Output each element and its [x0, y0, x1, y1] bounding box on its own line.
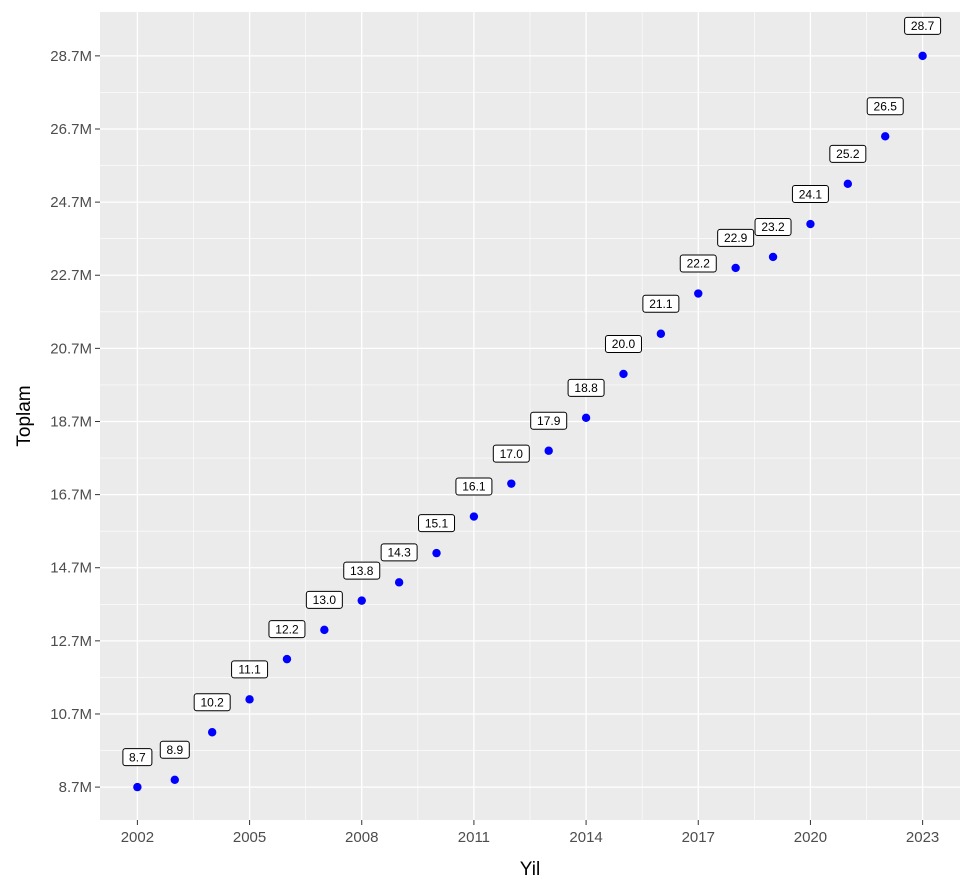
- x-axis: 2002 2005 2008 2011 2014 2017 2020 2023: [121, 820, 939, 846]
- data-point: [394, 578, 404, 587]
- x-tick-label: 2023: [906, 829, 939, 846]
- data-point: [357, 596, 366, 605]
- y-axis-title: Toplam: [14, 385, 35, 446]
- data-label-box: [642, 294, 680, 313]
- data-label-box: [268, 620, 306, 639]
- data-point: [843, 179, 853, 189]
- data-point: [619, 369, 628, 379]
- data-point: [731, 263, 740, 273]
- data-label: 21.1: [649, 297, 673, 311]
- data-point: [806, 219, 815, 229]
- data-point: [544, 446, 553, 455]
- data-point: [581, 413, 591, 423]
- data-label: 18.8: [574, 381, 598, 395]
- data-label: 13.0: [313, 593, 337, 607]
- y-tick-label: 20.7M: [50, 340, 92, 357]
- x-tick-label: 2011: [458, 829, 490, 846]
- data-label-box: [231, 660, 269, 679]
- y-tick-label: 22.7M: [50, 267, 92, 284]
- data-point: [207, 728, 217, 737]
- data-label: 17.0: [500, 447, 524, 461]
- data-label-box: [380, 543, 418, 562]
- data-label-box: [567, 378, 605, 397]
- data-label-box: [305, 590, 343, 609]
- data-point: [469, 512, 479, 521]
- data-label-box: [791, 185, 829, 204]
- minor-gridlines: [100, 12, 960, 820]
- data-label: 25.2: [836, 147, 860, 161]
- y-tick-label: 12.7M: [50, 633, 92, 650]
- data-point: [133, 782, 142, 792]
- data-label: 28.7: [911, 19, 935, 33]
- data-label: 24.1: [799, 187, 823, 201]
- data-label: 13.8: [350, 564, 374, 578]
- data-label: 23.2: [761, 220, 785, 234]
- data-point: [694, 289, 703, 298]
- data-point: [245, 695, 254, 704]
- data-label-box: [159, 740, 190, 759]
- data-label-box: [122, 748, 153, 767]
- data-point: [282, 654, 292, 664]
- data-label-box: [530, 411, 568, 430]
- x-tick-label: 2020: [794, 829, 827, 846]
- y-tick-label: 10.7M: [50, 706, 92, 723]
- data-label-box: [904, 16, 942, 35]
- y-axis: 8.7M 10.7M 12.7M 14.7M 16.7M 18.7M 20.7M 22.7M 2…: [50, 48, 100, 796]
- data-label-box: [604, 334, 642, 353]
- y-tick-label: 24.7M: [50, 194, 92, 211]
- data-label-box: [343, 561, 381, 580]
- data-label: 22.2: [687, 257, 711, 271]
- data-point: [432, 548, 441, 558]
- data-label-box: [418, 514, 456, 533]
- y-tick-label: 28.7M: [50, 48, 92, 65]
- x-axis-title: Yil: [520, 859, 540, 880]
- x-tick-label: 2002: [121, 829, 154, 846]
- data-label: 22.9: [724, 231, 748, 245]
- data-label: 11.1: [238, 663, 261, 677]
- data-label-box: [193, 693, 231, 712]
- x-tick-label: 2014: [569, 829, 602, 846]
- data-label: 12.2: [275, 622, 299, 636]
- data-label: 20.0: [612, 337, 636, 351]
- data-label: 15.1: [425, 516, 449, 530]
- x-tick-label: 2005: [233, 829, 266, 846]
- data-labels: 8.7 8.9 10.2 11.1 12.2 13.0 13.8 14.3 15.1 16.1 17…: [122, 16, 942, 767]
- data-point: [656, 329, 666, 338]
- data-label-box: [455, 477, 493, 496]
- data-point: [507, 479, 516, 488]
- y-tick-label: 14.7M: [50, 560, 92, 577]
- y-tick-label: 16.7M: [50, 487, 92, 504]
- data-label: 16.1: [462, 480, 486, 494]
- data-label-box: [679, 254, 717, 273]
- data-point: [320, 625, 329, 635]
- data-label-box: [866, 97, 904, 116]
- data-label: 17.9: [537, 414, 561, 428]
- x-tick-label: 2017: [682, 829, 715, 846]
- data-label-box: [717, 228, 755, 247]
- data-label-box: [492, 444, 530, 463]
- y-tick-label: 8.7M: [59, 779, 92, 796]
- data-points: [133, 51, 927, 792]
- y-tick-label: 18.7M: [50, 413, 92, 430]
- data-label-box: [829, 144, 867, 163]
- data-point: [768, 252, 778, 262]
- data-label: 10.2: [200, 695, 224, 709]
- x-tick-label: 2008: [345, 829, 378, 846]
- y-tick-label: 26.7M: [50, 121, 92, 138]
- data-label: 14.3: [387, 546, 411, 560]
- data-point: [881, 132, 890, 141]
- data-label: 8.9: [166, 743, 183, 757]
- data-point: [918, 51, 927, 61]
- data-point: [170, 775, 179, 784]
- data-label: 8.7: [129, 750, 146, 764]
- data-label-box: [754, 217, 792, 236]
- data-label: 26.5: [874, 100, 898, 114]
